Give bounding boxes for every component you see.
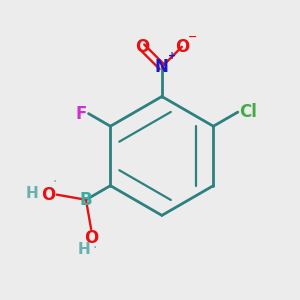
Text: O: O [175,38,189,56]
Text: +: + [168,51,176,61]
Text: B: B [80,191,92,209]
Text: O: O [41,186,55,204]
Text: F: F [76,105,87,123]
Text: −: − [188,32,197,42]
Text: O: O [135,38,149,56]
Text: N: N [155,58,169,76]
Text: Cl: Cl [239,103,257,121]
Text: ·: · [52,175,57,189]
Text: O: O [84,229,98,247]
Text: ·: · [93,241,97,255]
Text: H: H [26,186,38,201]
Text: H: H [77,242,90,257]
